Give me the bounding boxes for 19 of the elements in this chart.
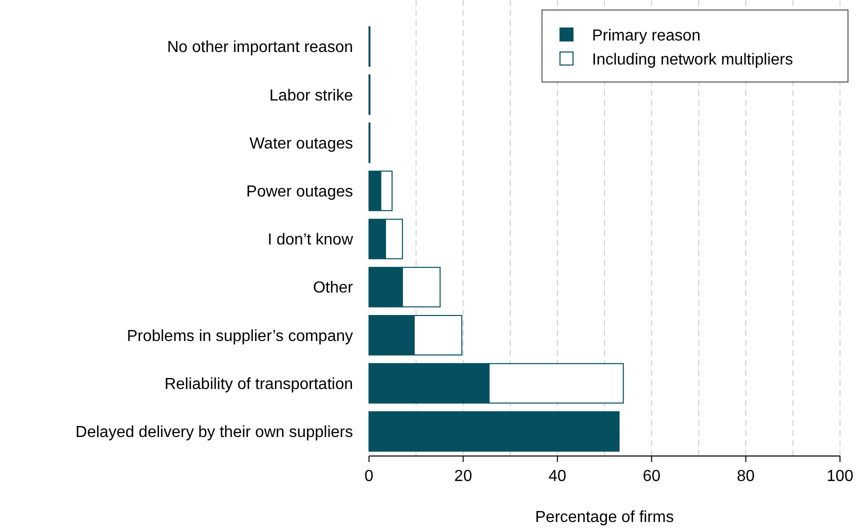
y-tick-label: Other (312, 280, 354, 297)
x-tick-label: 0 (364, 468, 374, 485)
legend-label: Including network multipliers (592, 52, 793, 69)
y-tick-label: Reliability of transportation (164, 376, 353, 393)
y-tick-label: Power outages (246, 183, 353, 200)
x-tick-label: 60 (642, 468, 661, 485)
y-tick-label: No other important reason (167, 39, 353, 56)
y-tick-label: Water outages (250, 135, 353, 152)
bar (368, 411, 620, 452)
legend-label: Primary reason (592, 28, 700, 45)
y-tick-label: Labor strike (269, 87, 354, 104)
x-tick-label: 20 (454, 468, 472, 485)
x-tick-label: 40 (548, 468, 566, 485)
x-tick-label: 80 (736, 468, 755, 485)
y-tick-label: Delayed delivery by their own suppliers (76, 424, 353, 442)
y-tick-label: I don’t know (268, 232, 354, 249)
y-tick-label: Problems in supplier’s company (126, 328, 353, 345)
x-tick-label: 100 (826, 468, 854, 485)
x-axis-title: Percentage of firms (535, 509, 674, 526)
